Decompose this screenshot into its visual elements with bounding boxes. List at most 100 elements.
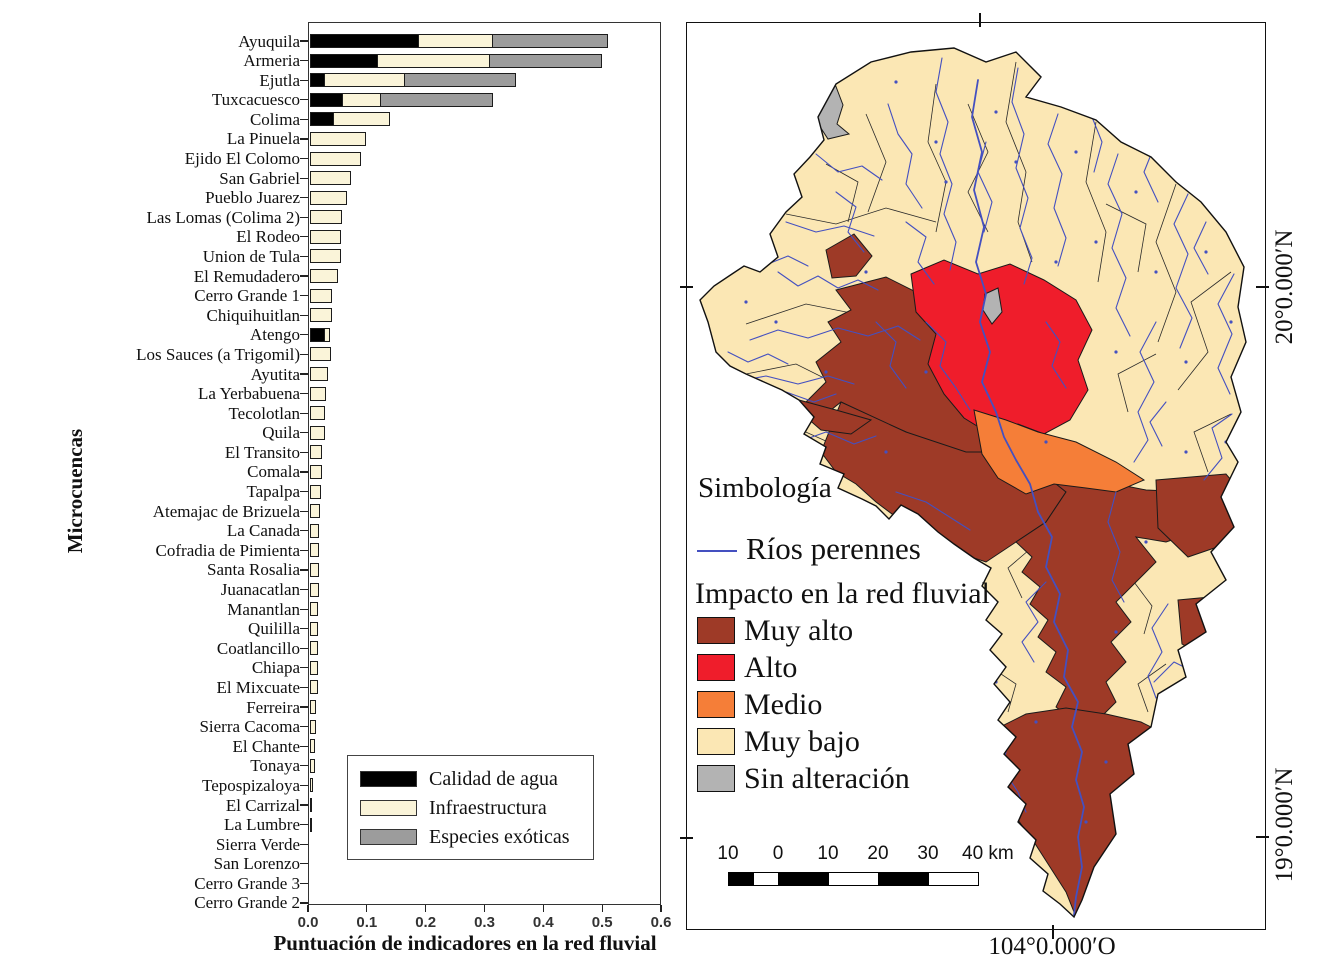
bar-segment [309,758,316,773]
bar-segment [309,386,326,401]
category-label: Sierra Verde [215,834,300,854]
river-line-swatch [697,550,737,552]
category-label: Ayuquila [238,31,300,51]
y-tick [300,451,308,453]
bar-segment [309,484,321,499]
y-tick [300,353,308,356]
y-tick [300,843,308,845]
bar-segment [341,92,382,107]
river-dots [744,80,1233,824]
bar-segment [309,347,331,362]
category-label: Santa Rosalia [206,560,300,580]
impact-swatch [697,654,735,681]
scalebar-segment [828,872,879,886]
river-dot [1144,540,1148,544]
x-tick-label: 0.1 [356,914,378,931]
category-label: Juanacatlan [220,580,300,600]
bar-segment [309,112,335,127]
category-label: La Lumbre [224,815,300,835]
legend-swatch [360,799,417,816]
chart-legend: Calidad de agua Infraestructura Especies e… [347,755,594,860]
category-label: Sierra Cacoma [199,717,300,737]
graticule-tick-right-20n [1256,286,1269,288]
category-label: San Gabriel [219,168,300,188]
scalebar-label: 10 [717,843,739,864]
category-label: Manantlan [227,599,300,619]
y-tick [300,393,308,395]
bar-segment [491,34,608,48]
legend-swatch [360,770,417,787]
bar-segment [309,190,347,205]
y-axis-title: Microcuencas [62,428,87,554]
category-label: El Chante [232,736,300,756]
river-dot [864,270,868,274]
river-dot [924,370,928,374]
bar-segment [309,308,333,323]
y-tick [300,177,308,179]
bar-segment [380,92,493,107]
scalebar-label: 10 [817,843,839,864]
bar-segment [309,543,319,558]
category-label: Comala [247,462,300,482]
category-label: Quila [262,423,300,443]
category-label: Armeria [243,51,300,71]
x-tick-label: 0.0 [297,914,319,931]
y-tick [300,118,308,120]
category-label: Tuxcacuesco [211,90,300,110]
impact-label: Sin alteración [744,761,910,795]
y-tick [300,79,308,81]
category-label: Tonaya [250,756,300,776]
y-tick [300,295,308,297]
y-tick [300,216,308,218]
chart-legend-row: Especies exóticas [360,827,593,847]
river-dot [744,300,748,304]
river-dot [1084,820,1088,824]
category-label: Tecolotlan [228,403,300,423]
y-tick [300,490,308,493]
y-tick [300,59,308,62]
river-dot [1134,190,1138,194]
rivers-legend-label: Ríos perennes [746,531,921,566]
y-tick [300,157,308,160]
river-dot [1114,630,1118,634]
legend-label: Especies exóticas [429,825,570,848]
impact-swatch [697,728,735,755]
bar-segment [309,151,361,166]
bar-segment [309,778,314,793]
category-label: Coatlancillo [216,638,300,658]
y-tick [300,255,308,258]
x-tick [542,905,544,912]
y-tick [300,138,308,140]
category-label: Los Sauces (a Trigomil) [136,344,300,364]
bar-segment [324,327,330,342]
graticule-tick-top [979,13,981,27]
river-dot [1054,260,1058,264]
y-tick [300,608,308,610]
river-dot [1114,350,1118,354]
x-axis-title: Puntuación de indicadores en la red fluv… [273,931,657,955]
river-dot [1229,320,1233,324]
bar-segment [309,798,313,812]
bar-segment [309,34,420,48]
y-tick [300,647,308,649]
bar-segment [309,229,342,244]
impact-label: Muy bajo [744,724,860,758]
bar-segment [309,504,320,519]
river-dot [824,370,828,374]
bar-segment [309,269,339,284]
x-tick [601,905,603,912]
category-label: Quililla [248,619,300,639]
scalebar-segment [928,872,979,886]
graticule-tick-right-19n [1256,836,1269,838]
bar-segment [377,53,490,68]
watershed-outline [699,47,1247,919]
river-dot [1164,160,1168,164]
category-label: Ejutla [259,70,300,90]
y-tick [300,373,308,375]
y-tick [300,784,308,786]
watershed-map [699,47,1247,919]
river-dot [1204,250,1208,254]
bar-segment [309,739,316,754]
category-label: La Pinuela [226,129,300,149]
